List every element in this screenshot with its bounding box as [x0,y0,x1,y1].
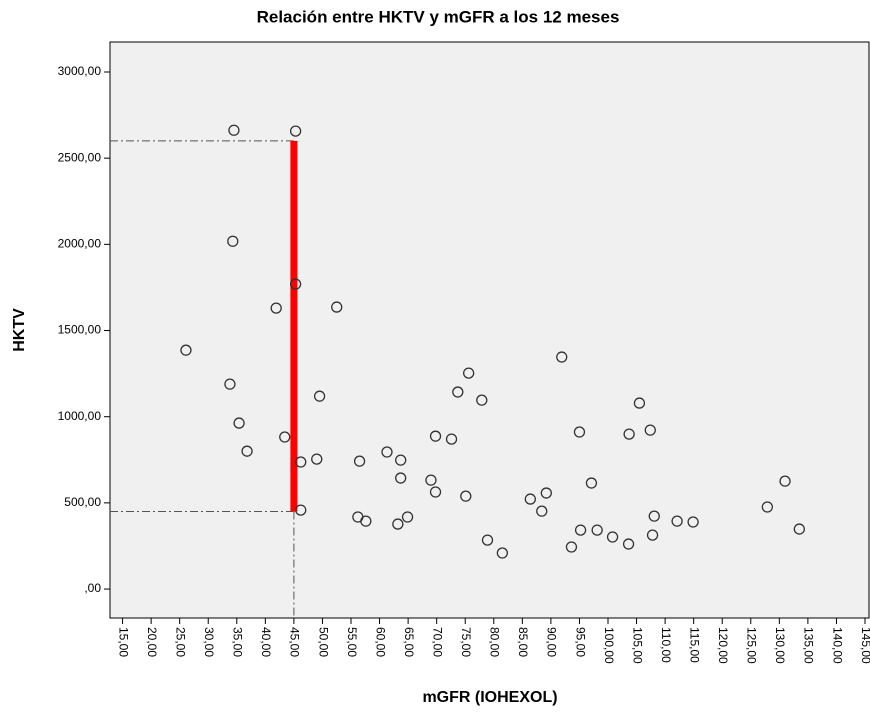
point [224,378,236,390]
x-tick-label: 80,00 [488,627,502,657]
point [445,433,458,445]
x-tick-label: 35,00 [231,627,245,657]
point [622,538,635,550]
point [573,426,586,438]
point [591,524,603,536]
plot-area [109,41,870,619]
x-tick-label: 55,00 [345,627,359,657]
point [644,424,656,436]
y-tick-label: 2000,00 [58,237,102,251]
x-tick-label: 90,00 [545,627,559,657]
point [646,529,659,541]
point [606,531,619,543]
x-tick-label: 110,00 [659,627,673,663]
point [574,524,587,536]
point [311,453,323,465]
point [425,474,437,486]
x-tick-label: 85,00 [516,627,530,657]
x-axis-label: mGFR (IOHEXOL) [422,689,557,706]
point [648,510,660,522]
x-tick-label: 15,00 [116,627,130,657]
y-tick-label: 3000,00 [58,64,102,78]
point [429,486,442,498]
x-tick-label: 145,00 [859,627,870,664]
point [360,515,372,527]
point [233,417,245,429]
point [536,505,548,517]
point [496,547,508,559]
x-tick-label: 120,00 [716,627,730,664]
point [463,367,475,379]
point [585,477,598,489]
point [395,472,407,484]
point [429,430,442,442]
point [540,487,552,499]
point [761,501,773,513]
point [401,511,414,523]
chart-title: Relación entre HKTV y mGFR a los 12 mese… [257,7,620,26]
point [524,493,536,505]
point [476,394,488,406]
point [289,278,302,290]
point [687,516,699,528]
point [392,518,404,530]
point [331,301,343,313]
y-tick-label: 1500,00 [58,323,102,337]
x-tick-label: 25,00 [174,627,188,657]
x-tick-label: 70,00 [431,627,445,657]
point [295,504,307,516]
point [227,235,239,247]
point [779,475,791,487]
point [180,344,192,356]
point [381,446,393,458]
point [460,490,472,502]
point [793,523,805,535]
x-tick-label: 140,00 [830,627,844,664]
point [481,534,494,546]
point [295,456,307,468]
point [289,125,302,137]
y-tick-label: 2500,00 [58,150,102,164]
x-tick-label: 30,00 [202,627,216,657]
x-tick-label: 100,00 [602,627,616,664]
y-axis-label: HKTV [11,308,28,352]
x-tick-label: 50,00 [316,627,330,657]
x-tick-label: 125,00 [745,627,759,664]
point [633,397,646,409]
y-tick-label: ,00 [84,581,101,595]
point [279,431,291,443]
x-tick-label: 20,00 [145,627,159,657]
point [353,455,366,467]
y-tick-label: 1000,00 [58,409,102,423]
x-tick-label: 40,00 [259,627,273,657]
x-tick-label: 130,00 [773,627,787,664]
point [452,386,464,398]
x-tick-label: 135,00 [802,627,816,664]
point [556,351,568,363]
x-tick-label: 75,00 [459,627,473,657]
point [671,515,683,527]
point [228,124,240,136]
point [270,302,282,314]
x-tick-label: 95,00 [573,627,587,657]
y-tick-label: 500,00 [64,495,101,509]
point [313,390,326,402]
point [565,541,578,553]
x-tick-label: 105,00 [630,627,644,664]
x-tick-label: 60,00 [373,627,387,657]
x-tick-label: 45,00 [288,627,302,657]
x-tick-label: 65,00 [402,627,416,657]
point [241,445,253,457]
point [623,428,635,440]
x-tick-label: 115,00 [687,627,701,663]
point [395,454,407,466]
